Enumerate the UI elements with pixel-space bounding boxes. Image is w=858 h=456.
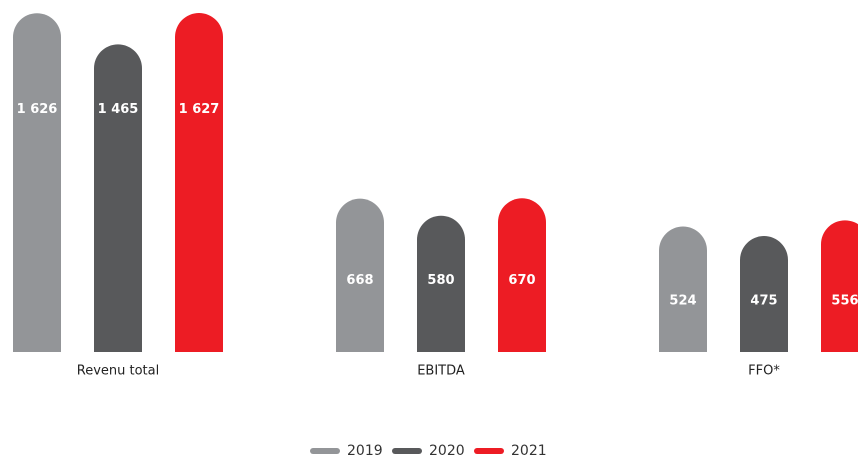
bar [13,13,61,353]
value-label: 1 465 [98,102,139,117]
legend-label: 2021 [511,443,547,456]
value-label: 556 [831,294,858,309]
value-label: 670 [508,273,535,288]
bar [821,220,858,352]
bar [659,226,707,352]
category-label: EBITDA [417,364,465,379]
category-label: FFO* [748,364,780,379]
value-label: 524 [669,294,696,309]
bar [175,13,223,352]
bar [94,44,142,353]
value-label: 580 [427,273,454,288]
value-label: 1 627 [179,102,220,117]
bar [740,236,788,352]
legend-label: 2019 [347,443,383,456]
value-label: 1 626 [17,102,58,117]
legend-label: 2020 [429,443,465,456]
category-label: Revenu total [77,364,159,379]
bar [417,215,465,352]
value-label: 668 [346,273,373,288]
value-label: 475 [750,294,777,309]
bar [336,198,384,352]
bar [498,198,546,352]
